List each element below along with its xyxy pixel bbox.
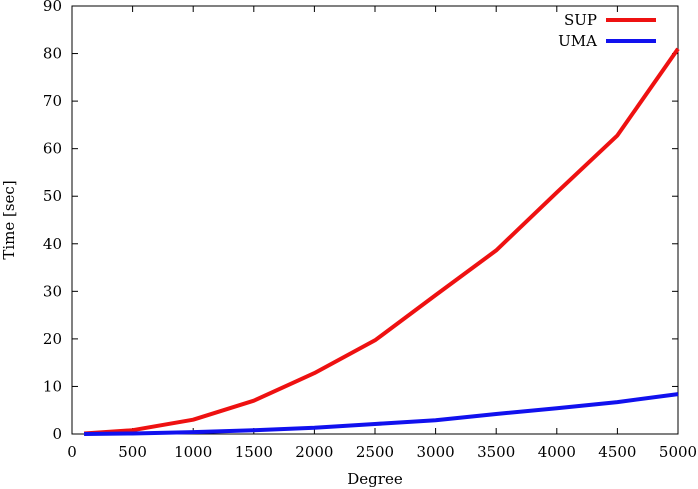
y-tick-label: 90 bbox=[43, 0, 62, 15]
y-tick-label: 30 bbox=[43, 282, 62, 300]
x-tick-label: 500 bbox=[118, 443, 147, 461]
legend-label-uma: UMA bbox=[558, 32, 597, 50]
y-axis-label: Time [sec] bbox=[0, 180, 18, 259]
y-tick-label: 60 bbox=[43, 140, 62, 158]
y-tick-label: 40 bbox=[43, 235, 62, 253]
y-tick-label: 70 bbox=[43, 92, 62, 110]
series-lines bbox=[83, 47, 680, 436]
y-tick-label: 50 bbox=[43, 187, 62, 205]
legend: SUP UMA bbox=[558, 11, 656, 50]
x-tick-label: 3500 bbox=[477, 443, 515, 461]
x-axis-label: Degree bbox=[347, 470, 403, 488]
series-line-uma bbox=[84, 392, 679, 436]
x-tick-label: 4500 bbox=[598, 443, 636, 461]
x-tick-label: 2000 bbox=[295, 443, 333, 461]
axis-ticks: 0 500 1000 1500 2000 2500 3000 3500 4000 4500 5000… bbox=[43, 0, 697, 461]
x-tick-label: 4000 bbox=[538, 443, 576, 461]
y-tick-label: 10 bbox=[43, 377, 62, 395]
x-tick-label: 1500 bbox=[235, 443, 273, 461]
x-tick-label: 1000 bbox=[174, 443, 212, 461]
x-tick-label: 2500 bbox=[356, 443, 394, 461]
y-tick-label: 80 bbox=[43, 45, 62, 63]
x-tick-label: 0 bbox=[67, 443, 77, 461]
x-tick-label: 5000 bbox=[659, 443, 697, 461]
x-tick-label: 3000 bbox=[417, 443, 455, 461]
y-tick-label: 20 bbox=[43, 330, 62, 348]
series-line-sup bbox=[83, 47, 680, 436]
legend-label-sup: SUP bbox=[564, 11, 597, 29]
plot-frame bbox=[71, 5, 679, 435]
y-tick-label: 0 bbox=[52, 425, 62, 443]
